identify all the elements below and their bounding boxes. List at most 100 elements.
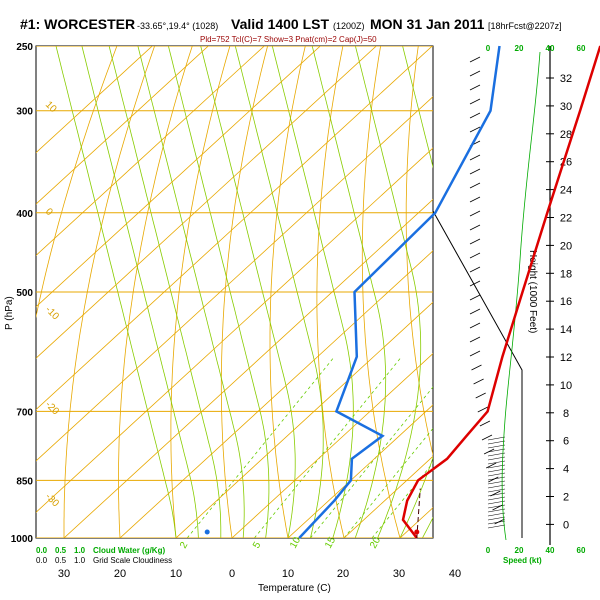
- mixing-ratio-label: 20: [368, 535, 383, 551]
- temperature-tick-label: 0: [229, 568, 235, 580]
- wind-barb: [475, 392, 486, 399]
- speed-tick-label-top: 20: [515, 44, 524, 53]
- mixing-ratio-line: [371, 462, 433, 538]
- temperature-axis-label: Temperature (C): [258, 583, 331, 594]
- height-tick-label: 4: [563, 464, 569, 476]
- temperature-profile: [401, 45, 600, 539]
- wind-barb: [469, 126, 481, 133]
- speed-tick-label-bottom: 40: [546, 546, 555, 555]
- wind-barb-hatch: [487, 444, 506, 449]
- wind-speed-line: [501, 51, 541, 541]
- height-tick-label: 16: [560, 296, 572, 308]
- wind-panel-boundary: [432, 210, 523, 538]
- wind-barb: [469, 84, 481, 91]
- moist-adiabat: [311, 46, 387, 538]
- mixing-ratio-line: [310, 386, 433, 538]
- isotherm: [36, 46, 265, 256]
- isotherm-label: -20: [43, 399, 61, 417]
- surface-temperature-point: [414, 529, 420, 535]
- isotherm-label: 10: [43, 99, 59, 115]
- speed-tick-label-bottom: 20: [515, 546, 524, 555]
- temperature-tick-label: 10: [170, 568, 182, 580]
- wind-barb: [486, 462, 497, 469]
- wind-barb-hatch: [487, 452, 506, 457]
- isotherm: [343, 455, 433, 538]
- wind-barb: [477, 406, 488, 413]
- height-tick-label: 30: [560, 101, 572, 113]
- pressure-tick-label: 700: [16, 407, 33, 418]
- wind-barb: [469, 56, 481, 63]
- isotherm: [119, 250, 433, 538]
- wind-barb-hatch: [487, 512, 506, 517]
- wind-barb-hatch: [487, 456, 506, 461]
- wind-barb: [483, 448, 495, 455]
- cw-scale-2: 1.0: [74, 546, 86, 555]
- wind-barb: [469, 350, 481, 357]
- wind-barb: [469, 266, 481, 273]
- wind-barb-hatch: [487, 440, 506, 445]
- wind-barb: [471, 364, 482, 371]
- wind-barb: [469, 308, 481, 315]
- wind-barb-hatch: [487, 504, 506, 509]
- dry-adiabat: [361, 46, 401, 538]
- dry-adiabat: [36, 46, 118, 319]
- isotherm: [63, 198, 433, 538]
- wind-barb: [469, 154, 481, 161]
- gc-scale-1: 0.5: [55, 556, 67, 565]
- dry-adiabat: [269, 46, 306, 538]
- height-tick-label: 22: [560, 213, 572, 225]
- wind-barb: [469, 294, 481, 301]
- gc-scale-2: 1.0: [74, 556, 86, 565]
- temperature-tick-label: 20: [114, 568, 126, 580]
- wind-barb-hatch: [487, 436, 506, 441]
- dry-adiabat: [569, 32, 600, 556]
- wind-barb: [469, 336, 481, 343]
- isotherm: [36, 46, 377, 359]
- mixing-ratio-label: 2: [178, 540, 191, 551]
- height-tick-label: 12: [560, 352, 572, 364]
- speed-axis-label: Speed (kt): [503, 556, 542, 565]
- gc-scale-0: 0.0: [36, 556, 48, 565]
- isotherm: [36, 96, 433, 462]
- dry-adiabat: [316, 46, 345, 538]
- mixing-ratio-label: 15: [323, 535, 338, 551]
- stability-indices: Pld=752 Tcl(C)=7 Show=3 Pnat(cm)=2 Cap(J…: [200, 35, 377, 44]
- pressure-tick-label: 250: [16, 42, 33, 53]
- dry-adiabat: [118, 46, 193, 538]
- pressure-tick-label: 300: [16, 107, 33, 118]
- isotherm: [231, 353, 433, 538]
- moist-adiabat: [234, 46, 324, 538]
- wind-barb: [469, 224, 481, 231]
- legend: 0.0 0.5 1.0 Cloud Water (g/Kg) 0.0 0.5 1…: [36, 546, 172, 565]
- wind-barb: [473, 378, 484, 385]
- isotherm: [287, 404, 433, 538]
- height-tick-label: 32: [560, 73, 572, 85]
- wind-barb: [469, 210, 481, 217]
- pressure-tick-label: 1000: [11, 534, 34, 545]
- wind-barb: [469, 196, 481, 203]
- height-tick-label: 20: [560, 240, 572, 252]
- isotherm-label: -30: [43, 491, 61, 509]
- wind-barb-hatch: [487, 520, 506, 525]
- pressure-tick-label: 850: [16, 476, 33, 487]
- cw-scale-1: 0.5: [55, 546, 67, 555]
- skewt-grid: [36, 32, 600, 556]
- pressure-tick-label: 400: [16, 209, 33, 220]
- wind-barb: [494, 518, 505, 525]
- wind-barb: [469, 182, 481, 189]
- pressure-axis-label: P (hPa): [4, 296, 15, 330]
- grid-cloudiness-label: Grid Scale Cloudiness: [93, 556, 172, 565]
- pressure-tick-label: 500: [16, 288, 33, 299]
- speed-tick-label-top: 60: [577, 44, 586, 53]
- mixing-ratio-line: [186, 356, 335, 538]
- wind-barb: [469, 112, 481, 119]
- wind-barb: [479, 420, 491, 427]
- wind-barb-hatch: [487, 516, 506, 521]
- wind-barb: [469, 322, 481, 329]
- mixing-ratio-label: 5: [251, 540, 264, 551]
- moist-adiabat: [55, 46, 177, 538]
- mixing-ratio-label: 10: [288, 535, 303, 551]
- wind-barb: [469, 70, 481, 77]
- height-tick-label: 10: [560, 380, 572, 392]
- wind-barb: [469, 238, 481, 245]
